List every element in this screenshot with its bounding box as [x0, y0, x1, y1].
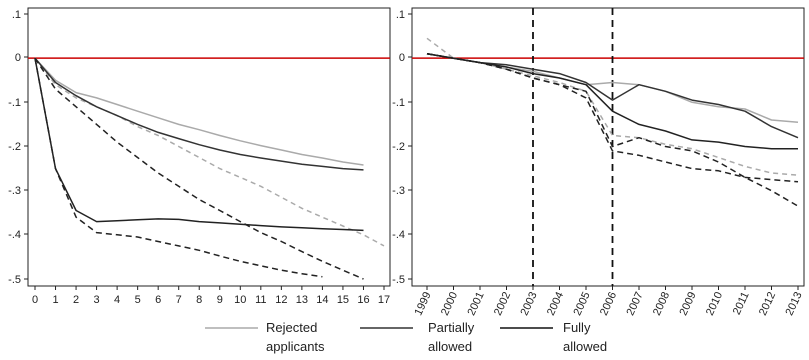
y-tick-label: -.2	[8, 141, 21, 153]
series-line-full-dashed	[426, 53, 799, 183]
x-tick-label: 10	[234, 294, 246, 306]
y-tick-label: 0	[399, 52, 405, 64]
x-tick-label: 2009	[677, 290, 698, 317]
series-line-partial-dashed	[34, 57, 364, 280]
y-tick-label: -.5	[8, 274, 21, 286]
x-tick-label: 2008	[651, 290, 672, 317]
x-tick-label: 2012	[757, 290, 778, 317]
x-tick-label: 2013	[783, 290, 804, 317]
x-tick-label: 12	[275, 294, 287, 306]
y-tick-label: .1	[396, 9, 405, 21]
x-tick-label: 2004	[545, 290, 566, 317]
x-tick-label: 2001	[465, 290, 486, 317]
x-tick-label: 4	[114, 294, 120, 306]
y-tick-label: -.2	[392, 141, 405, 153]
x-tick-label: 8	[196, 294, 202, 306]
y-tick-label: -.1	[8, 97, 21, 109]
x-tick-label: 13	[296, 294, 308, 306]
x-tick-label: 15	[337, 294, 349, 306]
y-tick-label: -.3	[8, 185, 21, 197]
x-tick-label: 2005	[571, 290, 592, 317]
legend-label-full-line2: allowed	[563, 339, 607, 354]
y-tick-label: -.1	[392, 97, 405, 109]
x-tick-label: 1	[52, 294, 58, 306]
x-tick-label: 2011	[731, 290, 752, 317]
legend-label-full-line1: Fully	[563, 320, 591, 335]
y-tick-label: -.3	[392, 185, 405, 197]
right-panel: .1 0 -.1 -.2 -.3 -.4 -.5 1999 2000 2001 2002 2003 20…	[392, 7, 805, 317]
x-tick-label: 2002	[492, 290, 513, 317]
legend-label-rejected-line1: Rejected	[266, 320, 317, 335]
x-tick-label: 7	[176, 294, 182, 306]
x-tick-label: 17	[378, 294, 390, 306]
legend-label-partial-line2: allowed	[428, 339, 472, 354]
x-tick-label: 2006	[598, 290, 619, 317]
legend-label-partial-line1: Partially	[428, 320, 475, 335]
legend-label-rejected-line2: applicants	[266, 339, 325, 354]
left-panel: .10-.1-.2-.3-.4-.50 1 2 3 4 5 6 7 8 9 10 11 12 13 14 15…	[8, 7, 391, 306]
y-tick-label: .1	[12, 9, 21, 21]
x-tick-label: 2000	[439, 290, 460, 317]
x-tick-label: 5	[135, 294, 141, 306]
x-tick-label: 2	[73, 294, 79, 306]
y-tick-label: -.5	[392, 274, 405, 286]
x-tick-label: 2010	[704, 290, 725, 317]
series-line-rejected-dashed	[34, 57, 385, 247]
x-tick-label: 0	[32, 294, 38, 306]
x-tick-label: 14	[316, 294, 328, 306]
x-tick-label: 11	[255, 294, 266, 306]
x-tick-label: 6	[155, 294, 161, 306]
x-tick-label: 1999	[412, 290, 433, 317]
series-line-partial-solid	[34, 57, 364, 171]
x-tick-label: 16	[357, 294, 369, 306]
x-tick-label: 2003	[518, 290, 539, 317]
legend: Rejected applicants Partially allowed Fu…	[205, 320, 607, 354]
x-tick-label: 2007	[624, 290, 645, 317]
plot-frame	[411, 7, 805, 287]
series-line-rejected-solid	[34, 57, 364, 166]
y-tick-label: -.4	[392, 229, 405, 241]
y-tick-label: 0	[15, 52, 21, 64]
x-tick-label: 9	[217, 294, 223, 306]
plot-frame	[27, 7, 391, 287]
y-tick-label: -.4	[8, 229, 21, 241]
series-line-full-solid	[34, 58, 364, 232]
series-line-full-dashed	[34, 58, 323, 278]
x-tick-label: 3	[94, 294, 100, 306]
